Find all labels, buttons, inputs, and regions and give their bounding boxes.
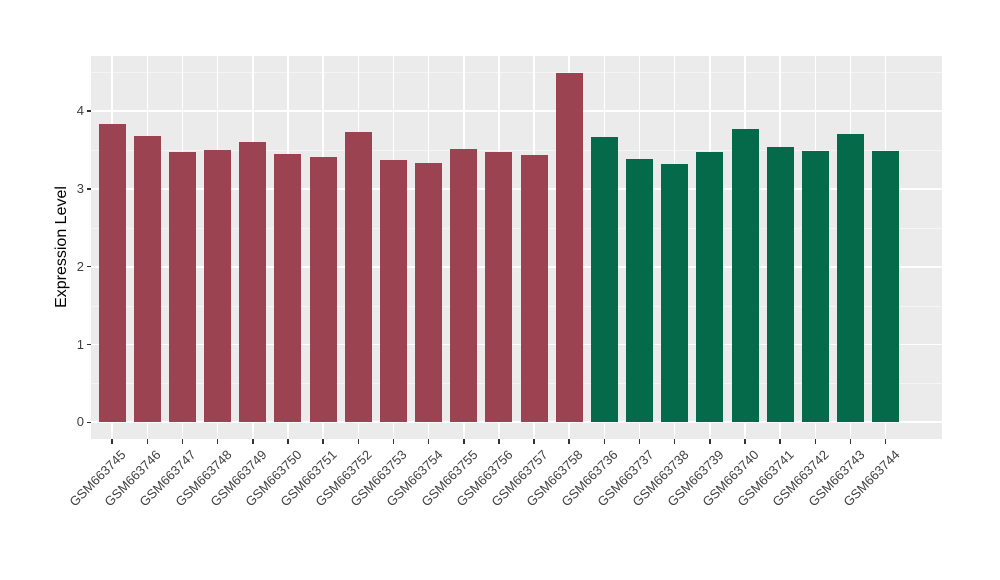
bar-GSM663747 <box>168 152 196 423</box>
y-tick-mark <box>86 421 91 424</box>
x-tick-mark <box>392 439 395 444</box>
bar-GSM663754 <box>415 163 443 423</box>
x-tick-mark <box>287 439 289 444</box>
bar-GSM663748 <box>204 150 232 423</box>
x-tick-mark <box>568 439 570 444</box>
bar-GSM663745 <box>98 124 126 423</box>
bar-GSM663739 <box>696 152 724 423</box>
major-gridline-horizontal <box>91 188 942 190</box>
x-tick-mark <box>603 439 606 444</box>
major-gridline-horizontal <box>91 265 942 268</box>
bar-GSM663752 <box>344 132 372 423</box>
bar-GSM663737 <box>626 159 654 423</box>
x-tick-mark <box>673 439 676 444</box>
bar-GSM663742 <box>801 150 829 423</box>
x-tick-mark <box>463 439 465 444</box>
x-tick-mark <box>216 439 219 444</box>
bar-GSM663756 <box>485 152 513 423</box>
bar-GSM663744 <box>872 150 900 423</box>
bar-GSM663751 <box>309 157 337 423</box>
y-tick-mark <box>86 188 91 190</box>
x-tick-mark <box>779 439 781 444</box>
y-tick-label: 0 <box>76 414 84 430</box>
minor-gridline-horizontal <box>91 227 942 229</box>
bar-GSM663746 <box>133 135 161 423</box>
bar-GSM663740 <box>731 128 759 423</box>
x-tick-mark <box>322 439 324 444</box>
y-tick-mark <box>86 110 91 112</box>
x-tick-mark <box>498 439 500 444</box>
minor-gridline-horizontal <box>91 150 942 151</box>
bar-GSM663758 <box>555 72 583 423</box>
bar-GSM663736 <box>590 136 618 423</box>
x-tick-mark <box>709 439 711 444</box>
y-tick-label: 1 <box>76 336 84 352</box>
major-gridline-horizontal <box>91 110 942 112</box>
bar-GSM663749 <box>239 142 267 423</box>
y-axis-title: Expression Level <box>53 186 70 308</box>
x-tick-mark <box>146 439 148 444</box>
x-tick-mark <box>814 439 817 444</box>
bar-GSM663741 <box>766 146 794 423</box>
plot-panel <box>91 56 942 439</box>
minor-gridline-horizontal <box>91 383 942 385</box>
x-tick-mark <box>252 439 254 444</box>
x-tick-mark <box>181 439 184 444</box>
x-tick-mark <box>357 439 359 444</box>
bar-GSM663755 <box>450 149 478 423</box>
major-gridline-horizontal <box>91 343 942 346</box>
x-tick-mark <box>533 439 535 444</box>
y-tick-mark <box>86 265 91 268</box>
x-tick-mark <box>849 439 852 444</box>
y-tick-label: 3 <box>76 180 84 196</box>
x-tick-mark <box>638 439 641 444</box>
bar-GSM663750 <box>274 153 302 423</box>
minor-gridline-horizontal <box>91 72 942 74</box>
bar-GSM663753 <box>379 160 407 423</box>
major-gridline-horizontal <box>91 421 942 424</box>
bar-GSM663738 <box>661 164 689 423</box>
x-tick-mark <box>744 439 746 444</box>
x-tick-mark <box>111 439 113 444</box>
y-tick-label: 2 <box>76 258 84 274</box>
x-tick-mark <box>884 439 887 444</box>
y-tick-mark <box>86 343 91 346</box>
bar-GSM663757 <box>520 154 548 423</box>
y-tick-label: 4 <box>76 103 84 119</box>
bar-GSM663743 <box>837 133 865 423</box>
minor-gridline-horizontal <box>91 305 942 307</box>
x-tick-mark <box>427 439 430 444</box>
